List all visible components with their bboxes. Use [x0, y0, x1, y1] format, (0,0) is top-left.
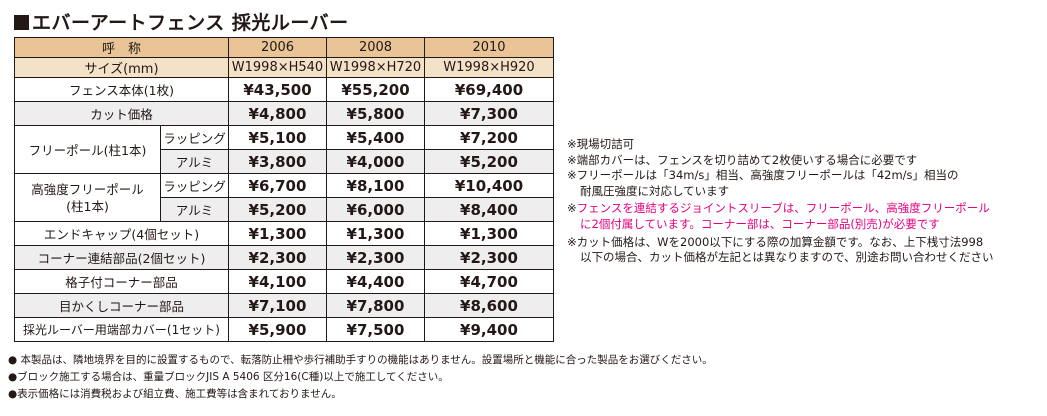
- table-row: アルミ ¥3,800 ¥4,000 ¥5,200: [15, 149, 554, 174]
- price-cell: ¥8,100: [326, 173, 425, 198]
- price-cell: ¥5,800: [326, 101, 425, 126]
- footnote: ●ブロック施工する場合は、重量ブロックJIS A 5406 区分16(C種)以上…: [8, 371, 449, 383]
- table-row: エンドキャップ(4個セット) ¥1,300 ¥1,300 ¥1,300: [14, 221, 554, 246]
- price-cell: ¥7,500: [326, 317, 425, 342]
- row-sublabel: ラッピング: [160, 125, 229, 150]
- footnote: ●表示価格には消費税および組立費、施工費等は含まれておりません。: [8, 388, 342, 400]
- price-cell: ¥9,400: [424, 317, 554, 342]
- black-square-icon: [14, 15, 29, 30]
- row-label-line: 高強度フリーポール: [31, 181, 144, 197]
- header-model: 2010: [424, 37, 554, 58]
- row-sublabel: アルミ: [160, 197, 229, 222]
- price-cell: ¥2,300: [228, 245, 327, 270]
- table-row: フリーポール(柱1本) ラッピング ¥5,100 ¥5,400 ¥7,200: [14, 125, 554, 174]
- table-row: コーナー連結部品(2個セット) ¥2,300 ¥2,300 ¥2,300: [14, 245, 554, 270]
- row-sublabel: ラッピング: [160, 173, 229, 198]
- size-row: サイズ(mm) W1998×H540 W1998×H720 W1998×H920: [14, 57, 554, 78]
- price-cell: ¥5,200: [424, 149, 554, 174]
- price-cell: ¥8,600: [424, 293, 554, 318]
- table-row: 採光ルーバー用端部カバー(1セット) ¥5,900 ¥7,500 ¥9,400: [14, 317, 554, 342]
- price-table: 呼 称 2006 2008 2010 サイズ(mm) W1998×H540 W1…: [14, 37, 554, 342]
- size-label: サイズ(mm): [14, 57, 229, 78]
- note-continued: 以下の場合、カット価格が左記とは異なりますので、別途お問い合わせください: [580, 250, 994, 265]
- price-cell: ¥5,100: [228, 125, 327, 150]
- table-row: 格子付コーナー部品 ¥4,100 ¥4,400 ¥4,700: [14, 269, 554, 294]
- row-label: 格子付コーナー部品: [14, 269, 229, 294]
- price-cell: ¥69,400: [424, 77, 554, 102]
- footnotes: ● 本製品は、隣地境界を目的に設置するもので、転落防止柵や歩行補助手すりの機能は…: [8, 352, 713, 403]
- price-cell: ¥1,300: [228, 221, 327, 246]
- note-highlight: ※フェンスを連結するジョイントスリーブは、フリーポール、高強度フリーポール: [567, 201, 994, 217]
- price-cell: ¥7,200: [424, 125, 554, 150]
- table-row: 高強度フリーポール (柱1本) ラッピング ¥6,700 ¥8,100 ¥10,4…: [14, 173, 554, 222]
- price-cell: ¥10,400: [424, 173, 554, 198]
- price-cell: ¥7,100: [228, 293, 327, 318]
- price-cell: ¥43,500: [228, 77, 327, 102]
- price-cell: ¥7,800: [326, 293, 425, 318]
- price-cell: ¥3,800: [228, 149, 327, 174]
- row-sublabel: アルミ: [160, 149, 229, 174]
- row-label: 採光ルーバー用端部カバー(1セット): [14, 317, 229, 342]
- size-value: W1998×H720: [326, 57, 425, 78]
- size-value: W1998×H920: [424, 57, 554, 78]
- price-cell: ¥5,900: [228, 317, 327, 342]
- price-cell: ¥1,300: [326, 221, 425, 246]
- note: ※現場切詰可: [567, 137, 635, 151]
- header-name: 呼 称: [14, 37, 229, 58]
- price-cell: ¥6,000: [326, 197, 425, 222]
- row-label: 目かくしコーナー部品: [14, 293, 229, 318]
- price-cell: ¥8,400: [424, 197, 554, 222]
- price-cell: ¥2,300: [424, 245, 554, 270]
- row-label: エンドキャップ(4個セット): [14, 221, 229, 246]
- note: ※端部カバーは、フェンスを切り詰めて2枚使いする場合に必要です: [567, 152, 918, 167]
- row-label: コーナー連結部品(2個セット): [14, 245, 229, 270]
- note-continued: 耐風圧強度に対応しています: [580, 183, 730, 198]
- note: ※カット価格は、Wを2000以下にする際の加算金額です。なお、上下桟寸法998: [567, 234, 984, 249]
- header-model: 2008: [326, 37, 425, 58]
- price-cell: ¥2,300: [326, 245, 425, 270]
- row-label: カット価格: [14, 101, 229, 126]
- table-row: 目かくしコーナー部品 ¥7,100 ¥7,800 ¥8,600: [14, 293, 554, 318]
- price-cell: ¥1,300: [424, 221, 554, 246]
- price-cell: ¥7,300: [424, 101, 554, 126]
- note-mark: ※: [567, 201, 577, 216]
- price-cell: ¥4,800: [228, 101, 327, 126]
- price-cell: ¥4,000: [326, 149, 425, 174]
- row-label: 高強度フリーポール (柱1本): [14, 173, 161, 222]
- page-title: エバーアートフェンス 採光ルーバー: [14, 8, 349, 35]
- footnote: ● 本製品は、隣地境界を目的に設置するもので、転落防止柵や歩行補助手すりの機能は…: [8, 354, 713, 366]
- price-cell: ¥55,200: [326, 77, 425, 102]
- notes-block: ※現場切詰可 ※端部カバーは、フェンスを切り詰めて2枚使いする場合に必要です ※…: [567, 137, 994, 266]
- price-cell: ¥4,700: [424, 269, 554, 294]
- note-highlight-text: フェンスを連結するジョイントスリーブは、フリーポール、高強度フリーポール: [576, 201, 990, 216]
- row-label: フリーポール(柱1本): [14, 125, 161, 174]
- table-row: フェンス本体(1枚) ¥43,500 ¥55,200 ¥69,400: [14, 77, 554, 102]
- price-cell: ¥6,700: [228, 173, 327, 198]
- note: ※フリーポールは「34m/s」相当、高強度フリーポールは「42m/s」相当の: [567, 168, 959, 183]
- price-cell: ¥5,400: [326, 125, 425, 150]
- table-header-row: 呼 称 2006 2008 2010: [14, 37, 554, 58]
- title-text: エバーアートフェンス 採光ルーバー: [32, 12, 349, 34]
- table-row: アルミ ¥5,200 ¥6,000 ¥8,400: [15, 197, 554, 222]
- price-cell: ¥4,400: [326, 269, 425, 294]
- price-cell: ¥5,200: [228, 197, 327, 222]
- note-highlight-continued: に2個付属しています。コーナー部は、コーナー部品(別売)が必要です: [580, 216, 940, 231]
- table-row: カット価格 ¥4,800 ¥5,800 ¥7,300: [14, 101, 554, 126]
- header-model: 2006: [228, 37, 327, 58]
- price-cell: ¥4,100: [228, 269, 327, 294]
- row-label: フェンス本体(1枚): [14, 77, 229, 102]
- size-value: W1998×H540: [228, 57, 327, 78]
- row-label-line: (柱1本): [66, 198, 109, 214]
